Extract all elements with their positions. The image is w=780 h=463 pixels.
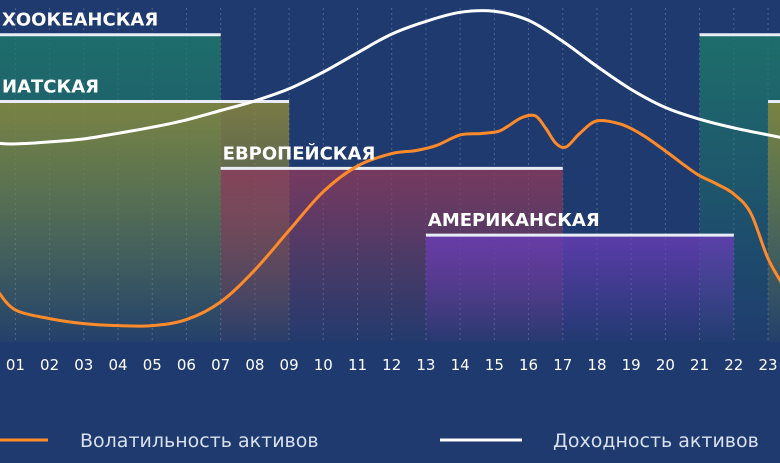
x-tick-06: 06 <box>177 356 196 374</box>
legend-label-volatility: Волатильность активов <box>80 430 319 452</box>
series-lines <box>0 9 780 328</box>
x-tick-07: 07 <box>211 356 230 374</box>
x-tick-16: 16 <box>519 356 538 374</box>
x-tick-19: 19 <box>622 356 641 374</box>
x-tick-15: 15 <box>485 356 504 374</box>
x-tick-23: 23 <box>758 356 777 374</box>
x-tick-20: 20 <box>656 356 675 374</box>
x-tick-01: 01 <box>6 356 25 374</box>
x-tick-09: 09 <box>280 356 299 374</box>
x-axis-ticks: 01 02 03 04 05 06 07 08 09 10 11 12 13 14 15 16 17 18 19 20… <box>6 356 778 374</box>
session-label-0: ХООКЕАНСКАЯ <box>2 10 158 31</box>
session-labels: ХООКЕАНСКАЯ ИАТСКАЯ ЕВРОПЕЙСКАЯ АМЕРИКАНСКА… <box>2 10 600 231</box>
x-tick-02: 02 <box>40 356 59 374</box>
series-line-1 <box>0 113 780 328</box>
x-tick-11: 11 <box>348 356 367 374</box>
x-tick-03: 03 <box>74 356 93 374</box>
session-band-3 <box>768 101 780 343</box>
x-tick-08: 08 <box>245 356 264 374</box>
x-tick-10: 10 <box>314 356 333 374</box>
session-label-4: ЕВРОПЕЙСКАЯ <box>223 142 376 164</box>
x-tick-22: 22 <box>724 356 743 374</box>
x-tick-05: 05 <box>143 356 162 374</box>
session-band-5 <box>425 235 734 342</box>
series-line-0 <box>0 9 780 146</box>
legend: Волатильность активов Доходность активов <box>0 430 759 452</box>
x-tick-12: 12 <box>382 356 401 374</box>
session-label-2: ИАТСКАЯ <box>2 77 99 98</box>
x-tick-13: 13 <box>416 356 435 374</box>
x-tick-17: 17 <box>553 356 572 374</box>
x-tick-18: 18 <box>587 356 606 374</box>
session-label-5: АМЕРИКАНСКАЯ <box>428 210 600 231</box>
x-tick-04: 04 <box>108 356 127 374</box>
x-tick-14: 14 <box>451 356 470 374</box>
legend-label-return: Доходность активов <box>553 430 759 452</box>
x-tick-21: 21 <box>690 356 709 374</box>
